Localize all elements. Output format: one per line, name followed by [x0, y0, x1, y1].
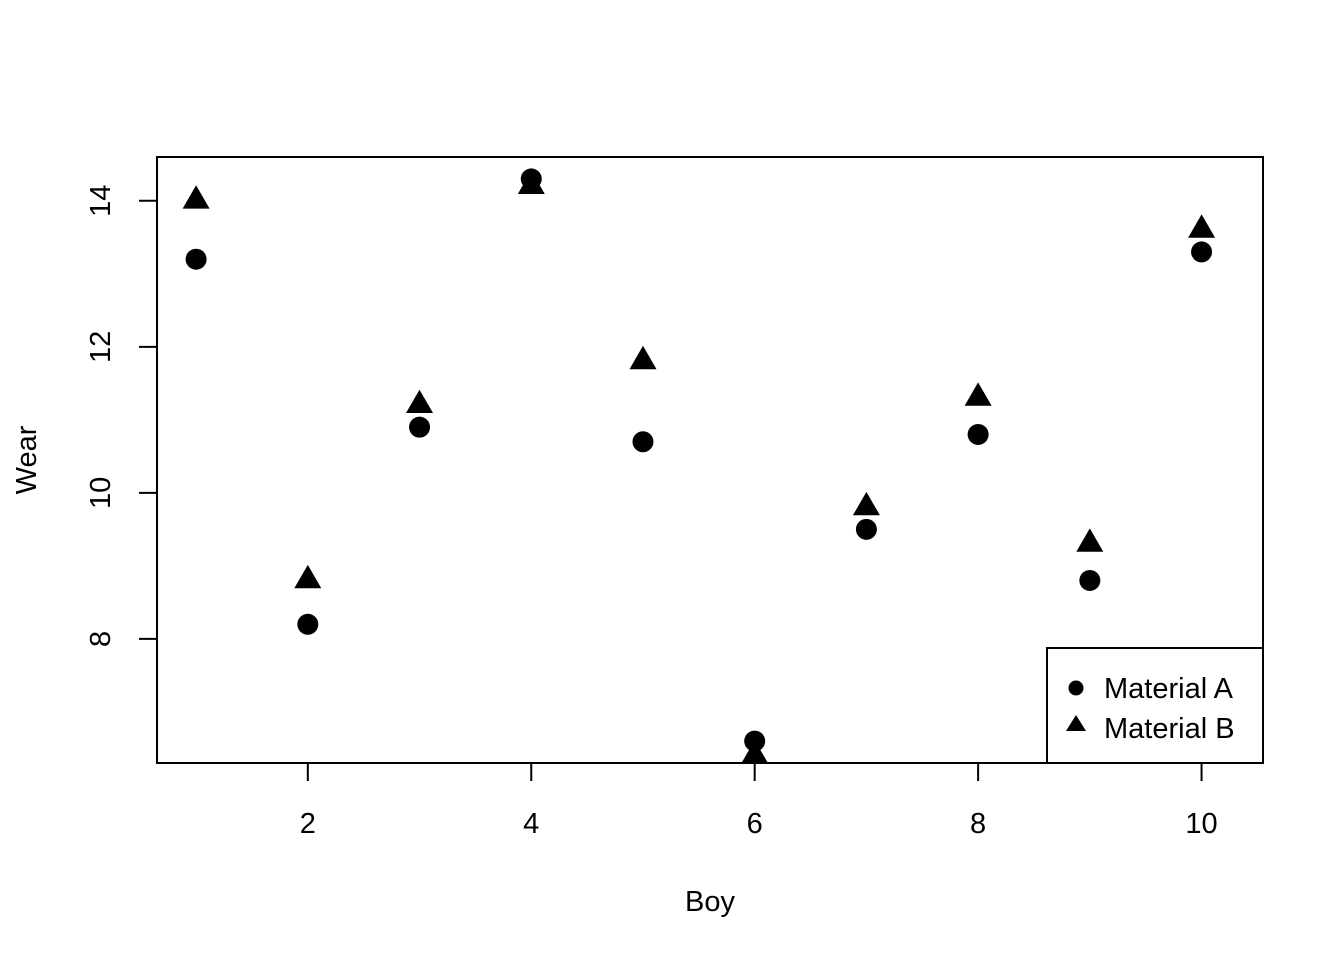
legend-label-material-b: Material B — [1104, 713, 1235, 745]
y-tick-label-8: 8 — [85, 631, 117, 647]
data-point-series-1-4 — [629, 345, 657, 370]
data-point-series-1-3 — [517, 170, 545, 194]
data-point-series-0-0 — [185, 248, 207, 270]
x-tick-label-4: 4 — [523, 808, 539, 840]
y-axis: 8 10 12 14 — [85, 185, 157, 647]
y-tick-label-12: 12 — [85, 331, 117, 363]
data-point-series-1-9 — [1188, 214, 1216, 238]
data-point-series-0-1 — [297, 613, 319, 635]
data-point-series-1-5 — [741, 740, 768, 763]
y-axis-label: Wear — [11, 425, 43, 494]
legend-marker-material-a — [1068, 680, 1084, 696]
y-tick-label-10: 10 — [85, 477, 117, 509]
data-point-series-1-6 — [852, 491, 880, 516]
x-tick-label-8: 8 — [970, 808, 986, 840]
plot-frame — [156, 156, 1264, 764]
data-point-series-0-4 — [632, 431, 654, 453]
data-point-series-0-7 — [967, 423, 989, 445]
legend-label-material-a: Material A — [1104, 673, 1234, 705]
y-tick-label-14: 14 — [85, 185, 117, 217]
legend: Material A Material B — [1046, 647, 1264, 764]
data-point-series-0-6 — [855, 518, 877, 540]
data-point-series-1-7 — [964, 382, 992, 406]
data-point-series-1-2 — [406, 389, 433, 413]
x-tick-label-6: 6 — [747, 808, 763, 840]
x-tick-label-10: 10 — [1185, 808, 1217, 840]
data-point-series-1-8 — [1076, 528, 1104, 552]
x-axis: 2 4 6 8 10 — [300, 763, 1218, 840]
x-axis-label: Boy — [685, 886, 735, 918]
legend-marker-material-b — [1066, 715, 1086, 731]
data-point-series-1-1 — [294, 564, 322, 589]
data-point-series-0-8 — [1079, 569, 1101, 591]
points-layer — [182, 168, 1216, 763]
x-tick-label-2: 2 — [300, 808, 316, 840]
data-point-series-1-0 — [182, 185, 210, 209]
legend-box — [1046, 647, 1264, 764]
data-point-series-0-2 — [409, 416, 431, 438]
data-point-series-0-9 — [1191, 241, 1213, 263]
